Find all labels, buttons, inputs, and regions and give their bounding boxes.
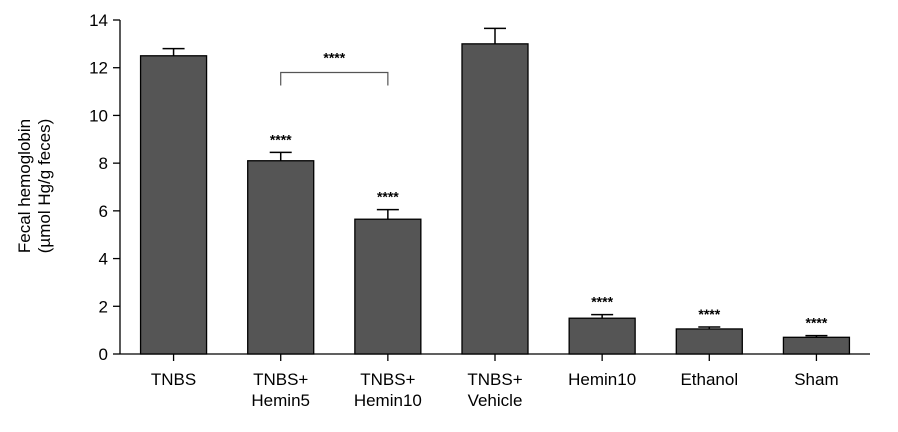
y-tick-label: 2 [99, 297, 108, 316]
bar [568, 317, 636, 355]
labels: TNBS TNBS+ Hemin5 **** TNBS+ Hemin10 **** TNBS+… [151, 49, 839, 410]
category-label: Hemin10 [354, 391, 422, 410]
y-axis-label-line-1: Fecal hemoglobin [15, 119, 34, 253]
significance-label: **** [698, 306, 720, 322]
bar [782, 336, 851, 355]
comparison-bracket [280, 71, 389, 86]
category-label: TNBS+ [467, 370, 522, 389]
y-tick-label: 8 [99, 154, 108, 173]
comparison-label: **** [323, 49, 345, 65]
category-label: Ethanol [680, 370, 738, 389]
significance-label: **** [377, 189, 399, 205]
significance-label: **** [591, 294, 613, 310]
y-axis-label-line-2: (µmol Hg/g feces) [35, 119, 54, 254]
category-label: Hemin10 [568, 370, 636, 389]
category-label: Sham [794, 370, 838, 389]
bar [461, 43, 529, 355]
axes: 0 2 4 6 8 10 12 14 [89, 11, 870, 364]
category-label: Vehicle [468, 391, 523, 410]
bars [139, 27, 851, 355]
significance-label: **** [270, 131, 292, 147]
y-tick-label: 10 [89, 106, 108, 125]
category-label: TNBS [151, 370, 196, 389]
category-label: TNBS+ [253, 370, 308, 389]
y-tick-label: 12 [89, 59, 108, 78]
significance-label: **** [806, 315, 828, 331]
bar [354, 218, 422, 355]
bar [675, 328, 743, 355]
y-tick-label: 14 [89, 11, 108, 30]
bar [247, 160, 315, 355]
bar [139, 55, 208, 355]
y-tick-label: 6 [99, 202, 108, 221]
category-label: TNBS+ [360, 370, 415, 389]
y-tick-label: 4 [99, 250, 108, 269]
y-axis-label: Fecal hemoglobin (µmol Hg/g feces) [15, 119, 54, 254]
y-tick-label: 0 [99, 345, 108, 364]
category-label: Hemin5 [251, 391, 310, 410]
